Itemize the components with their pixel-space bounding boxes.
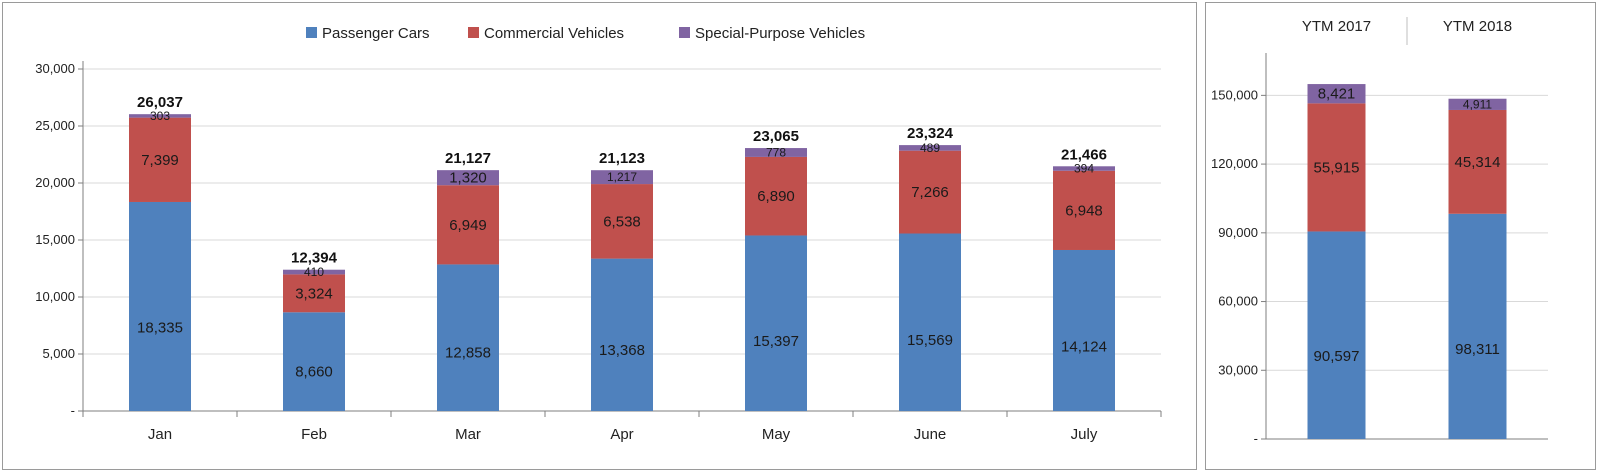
total-label: 26,037 xyxy=(137,94,183,111)
legend-entry-special-purpose-vehicles: Special-Purpose Vehicles xyxy=(695,25,865,42)
legend-entry-passenger-cars: Passenger Cars xyxy=(322,25,430,42)
category-label: YTM 2017 xyxy=(1302,18,1371,35)
data-label: 8,660 xyxy=(295,364,333,381)
data-label: 14,124 xyxy=(1061,339,1107,356)
bar-passenger-cars xyxy=(899,233,961,411)
bar-commercial-vehicles xyxy=(1448,109,1507,214)
bar-passenger-cars xyxy=(591,258,653,411)
bar-commercial-vehicles xyxy=(437,185,499,265)
y-tick-label: 120,000 xyxy=(1211,156,1258,171)
data-label: 410 xyxy=(304,265,324,279)
bar-passenger-cars xyxy=(437,264,499,411)
data-label: 6,949 xyxy=(449,217,487,234)
bar-special-purpose-vehicles xyxy=(899,145,961,151)
bar-commercial-vehicles xyxy=(745,156,807,236)
y-tick-label: 20,000 xyxy=(35,175,75,190)
bar-passenger-cars xyxy=(1053,249,1115,411)
data-label: 303 xyxy=(150,109,170,123)
bar-special-purpose-vehicles xyxy=(745,148,807,157)
total-label: 21,123 xyxy=(599,150,645,167)
bar-special-purpose-vehicles xyxy=(591,170,653,185)
bar-passenger-cars xyxy=(1307,231,1366,439)
bar-special-purpose-vehicles xyxy=(1448,98,1507,110)
legend-swatch-passenger-cars xyxy=(306,27,317,38)
data-label: 7,266 xyxy=(911,184,949,201)
y-tick-label: 60,000 xyxy=(1218,294,1258,309)
data-label: 1,320 xyxy=(449,170,487,187)
total-label: 23,324 xyxy=(907,125,954,142)
total-label: 12,394 xyxy=(291,250,338,267)
total-label: 21,466 xyxy=(1061,146,1107,163)
data-label: 98,311 xyxy=(1455,341,1500,358)
legend-entry-commercial-vehicles: Commercial Vehicles xyxy=(484,25,624,42)
data-label: 45,314 xyxy=(1455,154,1501,171)
category-label: Jan xyxy=(148,426,172,443)
bar-commercial-vehicles xyxy=(129,117,191,202)
y-tick-label: 15,000 xyxy=(35,232,75,247)
data-label: 12,858 xyxy=(445,344,491,361)
data-label: 90,597 xyxy=(1314,348,1360,365)
y-tick-label: 5,000 xyxy=(42,346,75,361)
data-label: 1,217 xyxy=(607,170,637,184)
ytm-stacked-bar-chart: - 30,000 60,000 90,000 120,000 150,000 90,597 5… xyxy=(1211,17,1548,446)
ytm-chart-panel: - 30,000 60,000 90,000 120,000 150,000 90,597 5… xyxy=(1205,2,1596,470)
category-label: Apr xyxy=(610,426,633,443)
y-tick-label: 25,000 xyxy=(35,118,75,133)
data-label: 15,397 xyxy=(753,333,799,350)
legend-swatch-commercial-vehicles xyxy=(468,27,479,38)
bar-passenger-cars xyxy=(283,312,345,411)
data-label: 6,948 xyxy=(1065,202,1103,219)
category-label: YTM 2018 xyxy=(1443,18,1512,35)
y-tick-label: 30,000 xyxy=(35,61,75,76)
category-label: May xyxy=(762,426,791,443)
category-label: Mar xyxy=(455,426,481,443)
category-label: June xyxy=(914,426,947,443)
y-tick-label: 90,000 xyxy=(1218,225,1258,240)
data-label: 6,890 xyxy=(757,188,795,205)
bar-special-purpose-vehicles xyxy=(283,269,345,275)
y-tick-label: 10,000 xyxy=(35,289,75,304)
bar-commercial-vehicles xyxy=(899,150,961,234)
data-label: 18,335 xyxy=(137,319,183,336)
legend-swatch-special-purpose-vehicles xyxy=(679,27,690,38)
bar-passenger-cars xyxy=(129,201,191,411)
data-label: 15,569 xyxy=(907,332,953,349)
y-tick-label: 30,000 xyxy=(1218,362,1258,377)
bar-special-purpose-vehicles xyxy=(1053,166,1115,171)
y-tick-label: - xyxy=(1254,431,1258,446)
total-label: 23,065 xyxy=(753,128,799,145)
bar-commercial-vehicles xyxy=(1053,170,1115,250)
bar-commercial-vehicles xyxy=(1307,103,1366,232)
y-tick-label: - xyxy=(71,403,75,418)
bar-commercial-vehicles xyxy=(283,274,345,313)
bar-passenger-cars xyxy=(1448,213,1507,439)
data-label: 4,911 xyxy=(1463,97,1492,111)
data-label: 8,421 xyxy=(1318,86,1356,103)
data-label: 778 xyxy=(766,145,786,159)
bar-special-purpose-vehicles xyxy=(129,114,191,118)
bar-special-purpose-vehicles xyxy=(437,170,499,186)
total-label: 21,127 xyxy=(445,150,491,167)
bar-passenger-cars xyxy=(745,235,807,411)
data-label: 489 xyxy=(920,141,940,155)
data-label: 6,538 xyxy=(603,213,641,230)
data-label: 394 xyxy=(1074,162,1094,176)
monthly-stacked-bar-chart: - 5,000 10,000 15,000 20,000 25,000 30,000 18,3… xyxy=(35,25,1162,443)
data-label: 7,399 xyxy=(141,152,179,169)
data-label: 3,324 xyxy=(295,285,333,302)
data-label: 13,368 xyxy=(599,342,645,359)
data-label: 55,915 xyxy=(1314,159,1360,176)
bar-commercial-vehicles xyxy=(591,184,653,259)
category-label: Feb xyxy=(301,426,327,443)
y-tick-label: 150,000 xyxy=(1211,87,1258,102)
monthly-chart-panel: - 5,000 10,000 15,000 20,000 25,000 30,000 18,3… xyxy=(2,2,1197,470)
bar-special-purpose-vehicles xyxy=(1307,84,1366,104)
category-label: July xyxy=(1071,426,1098,443)
